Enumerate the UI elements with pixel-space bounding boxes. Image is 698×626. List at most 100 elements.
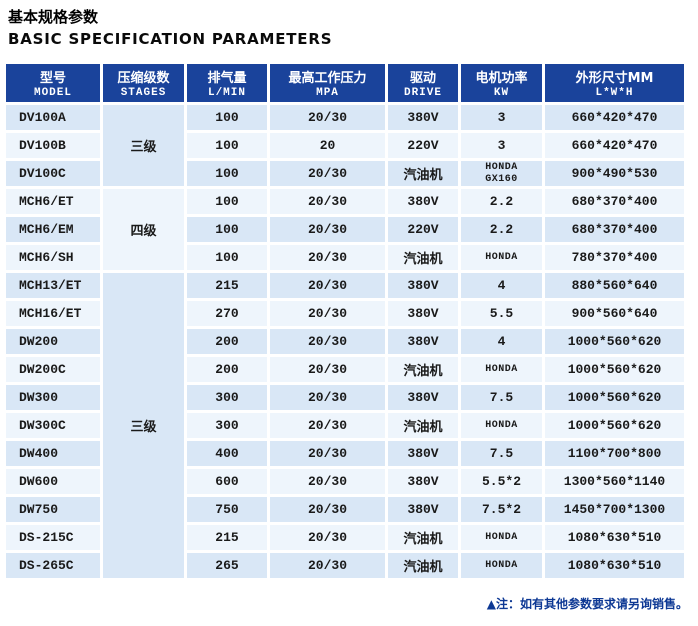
col-header-stages-zh: 压缩级数 xyxy=(117,71,170,86)
cell-power: 4 xyxy=(461,329,542,354)
cell-model: DV100B xyxy=(6,133,100,158)
cell-drive: 380V xyxy=(388,497,458,522)
cell-pressure: 20/30 xyxy=(270,357,385,382)
table-row: DW300 300 20/30 380V 7.5 1000*560*620 xyxy=(6,385,684,410)
header-row: 型号 MODEL 压缩级数 STAGES 排气量 L/MIN 最高工作压力 MP… xyxy=(6,64,684,102)
cell-displacement: 100 xyxy=(187,161,267,186)
col-header-drive-zh: 驱动 xyxy=(409,71,436,86)
cell-power: HONDA xyxy=(461,357,542,382)
cell-dimensions: 900*560*640 xyxy=(545,301,684,326)
table-row: DV100A 三级 100 20/30 380V 3 660*420*470 xyxy=(6,105,684,186)
cell-pressure: 20/30 xyxy=(270,441,385,466)
cell-drive: 汽油机 xyxy=(388,161,458,186)
cell-model: DW300 xyxy=(6,385,100,410)
page-header: 基本规格参数 BASIC SPECIFICATION PARAMETERS xyxy=(0,0,698,48)
cell-model: DV100C xyxy=(6,161,100,186)
cell-displacement: 200 xyxy=(187,329,267,354)
col-header-displacement-zh: 排气量 xyxy=(207,71,247,86)
col-header-pressure-en: MPA xyxy=(316,87,339,99)
cell-model: MCH6/EM xyxy=(6,217,100,242)
cell-power: 2.2 xyxy=(461,217,542,242)
cell-pressure: 20/30 xyxy=(270,497,385,522)
col-header-dimensions: 外形尺寸MM L*W*H xyxy=(545,64,684,102)
cell-power: 4 xyxy=(461,273,542,298)
cell-model: MCH13/ET xyxy=(6,273,100,298)
cell-dimensions: 1450*700*1300 xyxy=(545,497,684,522)
cell-model: DW600 xyxy=(6,469,100,494)
cell-stages-group: 三级 xyxy=(103,273,184,578)
cell-pressure: 20/30 xyxy=(270,161,385,186)
table-row: DS-265C 265 20/30 汽油机 HONDA 1080*630*510 xyxy=(6,553,684,578)
table-row: MCH16/ET 270 20/30 380V 5.5 900*560*640 xyxy=(6,301,684,326)
col-header-dimensions-zh: 外形尺寸MM xyxy=(575,71,654,86)
table-row: DV100B 100 20 220V 3 660*420*470 xyxy=(6,133,684,158)
cell-power: HONDA GX160 xyxy=(461,161,542,186)
cell-model: MCH6/ET xyxy=(6,189,100,214)
cell-drive: 380V xyxy=(388,329,458,354)
cell-dimensions: 1080*630*510 xyxy=(545,525,684,550)
cell-displacement: 100 xyxy=(187,245,267,270)
cell-dimensions: 1300*560*1140 xyxy=(545,469,684,494)
cell-power: 3 xyxy=(461,105,542,130)
table-row: DW300C 300 20/30 汽油机 HONDA 1000*560*620 xyxy=(6,413,684,438)
col-header-model-zh: 型号 xyxy=(39,71,66,86)
cell-displacement: 300 xyxy=(187,385,267,410)
col-header-power: 电机功率 KW xyxy=(461,64,542,102)
cell-pressure: 20/30 xyxy=(270,385,385,410)
cell-dimensions: 900*490*530 xyxy=(545,161,684,186)
cell-power: 7.5*2 xyxy=(461,497,542,522)
cell-stages-group: 四级 xyxy=(103,189,184,270)
cell-pressure: 20/30 xyxy=(270,189,385,214)
col-header-pressure-zh: 最高工作压力 xyxy=(288,71,367,86)
cell-dimensions: 660*420*470 xyxy=(545,105,684,130)
col-header-pressure: 最高工作压力 MPA xyxy=(270,64,385,102)
cell-power: HONDA xyxy=(461,245,542,270)
table-row: MCH13/ET 三级 215 20/30 380V 4 880*560*640 xyxy=(6,273,684,578)
cell-pressure: 20/30 xyxy=(270,217,385,242)
cell-displacement: 600 xyxy=(187,469,267,494)
cell-pressure: 20/30 xyxy=(270,301,385,326)
cell-power: HONDA xyxy=(461,525,542,550)
cell-displacement: 100 xyxy=(187,133,267,158)
col-header-dimensions-en: L*W*H xyxy=(595,87,634,99)
cell-power: 7.5 xyxy=(461,385,542,410)
col-header-power-en: KW xyxy=(493,87,510,99)
footnote: ▲注：如有其他参数要求请另询销售。 xyxy=(486,597,688,611)
col-header-model: 型号 MODEL xyxy=(6,64,100,102)
cell-power: 7.5 xyxy=(461,441,542,466)
cell-drive: 汽油机 xyxy=(388,525,458,550)
cell-power: 2.2 xyxy=(461,189,542,214)
table-header: 型号 MODEL 压缩级数 STAGES 排气量 L/MIN 最高工作压力 MP… xyxy=(6,64,684,102)
cell-dimensions: 1000*560*620 xyxy=(545,413,684,438)
spec-table: 型号 MODEL 压缩级数 STAGES 排气量 L/MIN 最高工作压力 MP… xyxy=(3,61,687,581)
cell-model: MCH16/ET xyxy=(6,301,100,326)
table-row: DS-215C 215 20/30 汽油机 HONDA 1080*630*510 xyxy=(6,525,684,550)
cell-model: DS-265C xyxy=(6,553,100,578)
cell-displacement: 100 xyxy=(187,189,267,214)
table-row: DW750 750 20/30 380V 7.5*2 1450*700*1300 xyxy=(6,497,684,522)
cell-pressure: 20/30 xyxy=(270,105,385,130)
cell-dimensions: 660*420*470 xyxy=(545,133,684,158)
cell-dimensions: 1080*630*510 xyxy=(545,553,684,578)
cell-stages-group: 三级 xyxy=(103,105,184,186)
col-header-model-en: MODEL xyxy=(33,87,72,99)
cell-displacement: 100 xyxy=(187,217,267,242)
cell-dimensions: 880*560*640 xyxy=(545,273,684,298)
cell-drive: 380V xyxy=(388,189,458,214)
cell-pressure: 20/30 xyxy=(270,245,385,270)
cell-drive: 380V xyxy=(388,469,458,494)
cell-model: MCH6/SH xyxy=(6,245,100,270)
cell-drive: 220V xyxy=(388,217,458,242)
cell-dimensions: 1100*700*800 xyxy=(545,441,684,466)
cell-model: DW400 xyxy=(6,441,100,466)
cell-drive: 380V xyxy=(388,273,458,298)
cell-power: HONDA xyxy=(461,413,542,438)
cell-model: DW750 xyxy=(6,497,100,522)
table-row: DW400 400 20/30 380V 7.5 1100*700*800 xyxy=(6,441,684,466)
cell-pressure: 20/30 xyxy=(270,553,385,578)
cell-pressure: 20/30 xyxy=(270,413,385,438)
cell-dimensions: 1000*560*620 xyxy=(545,357,684,382)
col-header-stages: 压缩级数 STAGES xyxy=(103,64,184,102)
cell-drive: 汽油机 xyxy=(388,357,458,382)
